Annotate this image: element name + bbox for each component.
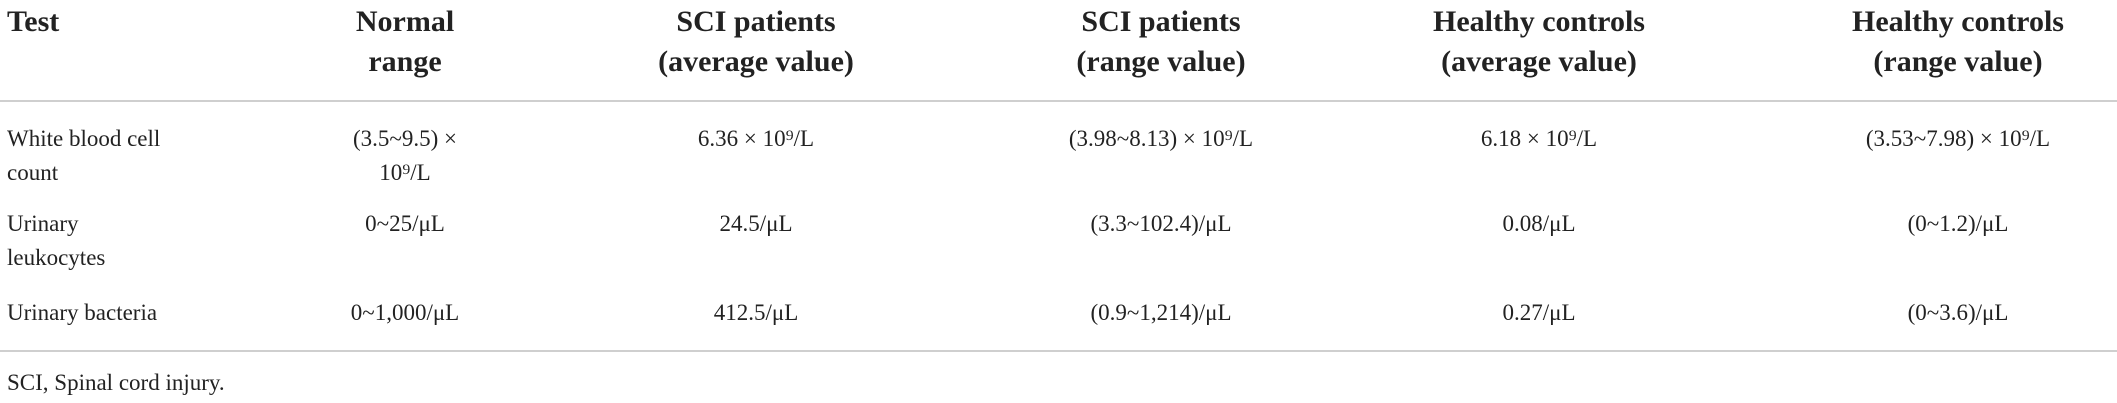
footnote: SCI, Spinal cord injury.: [7, 370, 225, 395]
table-cell: 0.08/μL: [1502, 211, 1576, 236]
table-cell: (3.98~8.13) × 10⁹/L: [1068, 126, 1254, 151]
table-cell: 0~1,000/μL: [350, 300, 460, 325]
column-header: Healthy controls (average value): [1433, 5, 1645, 78]
table-cell: 6.36 × 10⁹/L: [697, 126, 815, 151]
table-cell: (3.5~9.5) × 10⁹/L: [353, 126, 457, 185]
table-cell: 6.18 × 10⁹/L: [1480, 126, 1598, 151]
table-cell: (3.3~102.4)/μL: [1090, 211, 1232, 236]
table-cell: (3.53~7.98) × 10⁹/L: [1865, 126, 2051, 151]
table-cell: Urinary leukocytes: [7, 211, 106, 270]
column-header: SCI patients (range value): [1076, 5, 1246, 78]
table-cell: 0~25/μL: [365, 211, 445, 236]
column-header: Test: [7, 5, 60, 38]
table-cell: Urinary bacteria: [7, 300, 158, 325]
column-header: Normal range: [355, 5, 455, 78]
table-cell: 412.5/μL: [713, 300, 799, 325]
table-cell: White blood cell count: [7, 126, 161, 185]
table-cell: (0~3.6)/μL: [1907, 300, 2009, 325]
column-header: Healthy controls (range value): [1852, 5, 2064, 78]
table-cell: (0~1.2)/μL: [1907, 211, 2009, 236]
header-rule: [0, 100, 2117, 102]
table-cell: 0.27/μL: [1502, 300, 1576, 325]
bottom-rule: [0, 350, 2117, 352]
column-header: SCI patients (average value): [658, 5, 854, 78]
table-cell: 24.5/μL: [719, 211, 793, 236]
table-cell: (0.9~1,214)/μL: [1090, 300, 1232, 325]
